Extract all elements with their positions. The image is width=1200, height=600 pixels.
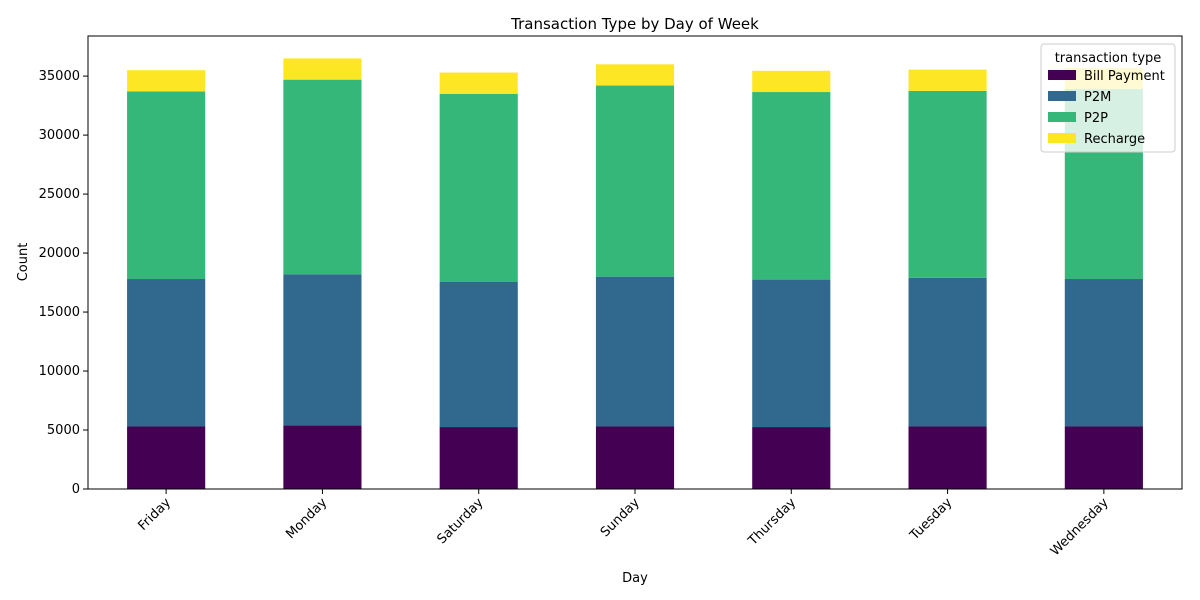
x-tick-label: Sunday bbox=[598, 495, 643, 540]
legend-swatch bbox=[1048, 133, 1076, 143]
x-tick-label: Friday bbox=[136, 495, 175, 534]
bar-sunday-p2p bbox=[595, 85, 675, 277]
y-tick-label: 0 bbox=[72, 482, 80, 497]
bar-monday-p2m bbox=[283, 274, 362, 426]
bar-monday-p2p bbox=[283, 79, 362, 275]
bar-tuesday-p2m bbox=[908, 277, 987, 427]
plot-frame bbox=[87, 35, 1183, 490]
bar-saturday-p2p bbox=[439, 93, 518, 282]
bar-thursday-p2p bbox=[752, 92, 831, 280]
legend-title: transaction type bbox=[1055, 51, 1162, 66]
legend-swatch bbox=[1048, 91, 1076, 101]
y-axis: 0 5000 10000 15000 20000 25000 30000 35000 bbox=[39, 69, 88, 497]
x-tick-label: Thursday bbox=[745, 495, 799, 549]
legend-label: P2P bbox=[1084, 111, 1108, 126]
x-tick-label: Saturday bbox=[435, 495, 487, 547]
y-tick-label: 30000 bbox=[39, 128, 80, 143]
bar-friday-p2m bbox=[127, 279, 206, 427]
bar-saturday-recharge bbox=[439, 72, 518, 94]
bar-thursday-recharge bbox=[752, 70, 831, 93]
bar-thursday-p2m bbox=[752, 279, 831, 428]
x-tick-label: Monday bbox=[283, 495, 330, 542]
bar-sunday-p2m bbox=[595, 276, 675, 427]
legend-items: Bill Payment P2M P2P Recharge bbox=[1048, 69, 1165, 147]
bar-friday-p2p bbox=[127, 91, 206, 280]
x-axis: Friday Monday Saturday Sunday Thursday Tuesda… bbox=[136, 489, 1112, 559]
y-tick-label: 15000 bbox=[39, 305, 80, 320]
bar-tuesday-p2p bbox=[908, 90, 987, 278]
legend-label: Recharge bbox=[1084, 132, 1145, 147]
y-tick-label: 25000 bbox=[39, 187, 80, 202]
bar-friday-recharge bbox=[127, 70, 206, 92]
bar-sunday-bill-payment bbox=[595, 426, 675, 489]
bar-wednesday-bill-payment bbox=[1064, 426, 1143, 489]
y-tick-label: 20000 bbox=[39, 246, 80, 261]
y-tick-label: 35000 bbox=[39, 69, 80, 84]
x-axis-label: Day bbox=[622, 571, 648, 586]
legend-label: P2M bbox=[1084, 90, 1111, 105]
bar-saturday-p2m bbox=[439, 281, 518, 428]
bar-tuesday-bill-payment bbox=[908, 426, 987, 489]
legend-swatch bbox=[1048, 70, 1076, 80]
bar-saturday-bill-payment bbox=[439, 427, 518, 489]
bar-thursday-bill-payment bbox=[752, 427, 831, 489]
y-tick-label: 10000 bbox=[39, 364, 80, 379]
bar-monday-recharge bbox=[283, 58, 362, 80]
y-tick-label: 5000 bbox=[47, 423, 80, 438]
y-axis-label: Count bbox=[16, 243, 31, 282]
bar-wednesday-p2m bbox=[1064, 279, 1143, 427]
legend: transaction type Bill Payment P2M P2P Recha… bbox=[1040, 43, 1176, 153]
bar-tuesday-recharge bbox=[908, 69, 987, 91]
legend-swatch bbox=[1048, 112, 1076, 122]
chart-title: Transaction Type by Day of Week bbox=[510, 15, 759, 33]
x-tick-label: Tuesday bbox=[907, 495, 956, 544]
bars-group bbox=[127, 58, 1143, 489]
bar-sunday-recharge bbox=[595, 64, 675, 86]
bar-friday-bill-payment bbox=[127, 426, 206, 489]
x-tick-label: Wednesday bbox=[1048, 495, 1112, 559]
legend-label: Bill Payment bbox=[1084, 69, 1165, 84]
bar-monday-bill-payment bbox=[283, 425, 362, 489]
